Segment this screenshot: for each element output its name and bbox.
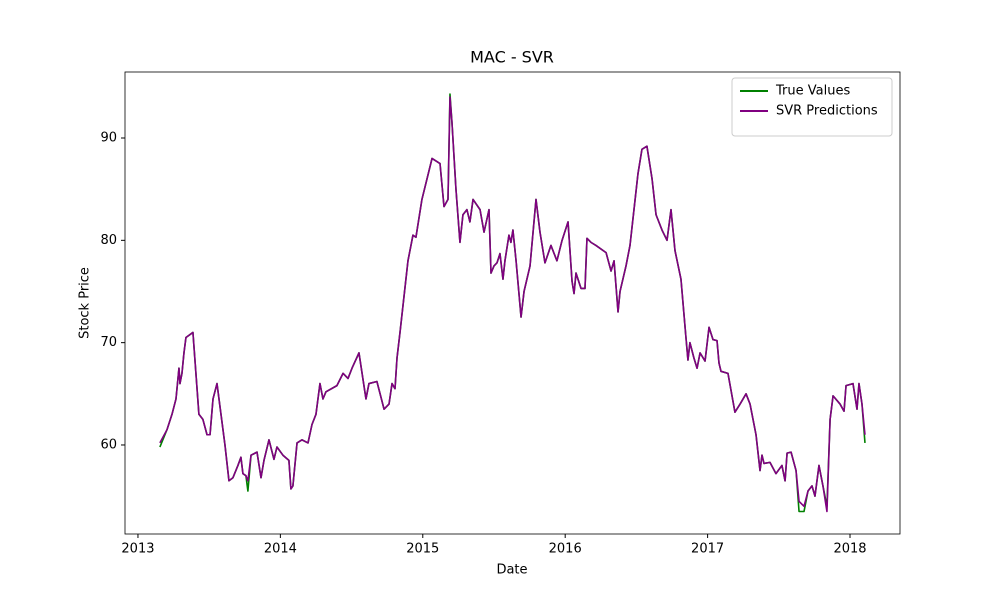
y-tick-label: 70 xyxy=(100,335,117,350)
y-axis-label: Stock Price xyxy=(78,267,93,339)
y-tick-label: 60 xyxy=(100,437,117,452)
series-line xyxy=(159,93,866,513)
plot-frame xyxy=(124,71,901,535)
y-tick-label: 90 xyxy=(100,131,117,146)
x-tick-label: 2015 xyxy=(406,542,439,557)
y-tick-label: 80 xyxy=(100,233,117,248)
legend-label: True Values xyxy=(775,84,850,99)
x-tick-label: 2013 xyxy=(121,542,154,557)
x-tick-label: 2018 xyxy=(833,542,866,557)
series-line xyxy=(159,96,866,513)
legend-label: SVR Predictions xyxy=(776,104,878,119)
x-tick-label: 2016 xyxy=(549,542,582,557)
x-tick-label: 2017 xyxy=(691,542,724,557)
x-axis-label: Date xyxy=(496,563,527,578)
x-tick-label: 2014 xyxy=(264,542,297,557)
legend-box xyxy=(731,77,893,137)
chart-title: MAC - SVR xyxy=(470,48,554,67)
